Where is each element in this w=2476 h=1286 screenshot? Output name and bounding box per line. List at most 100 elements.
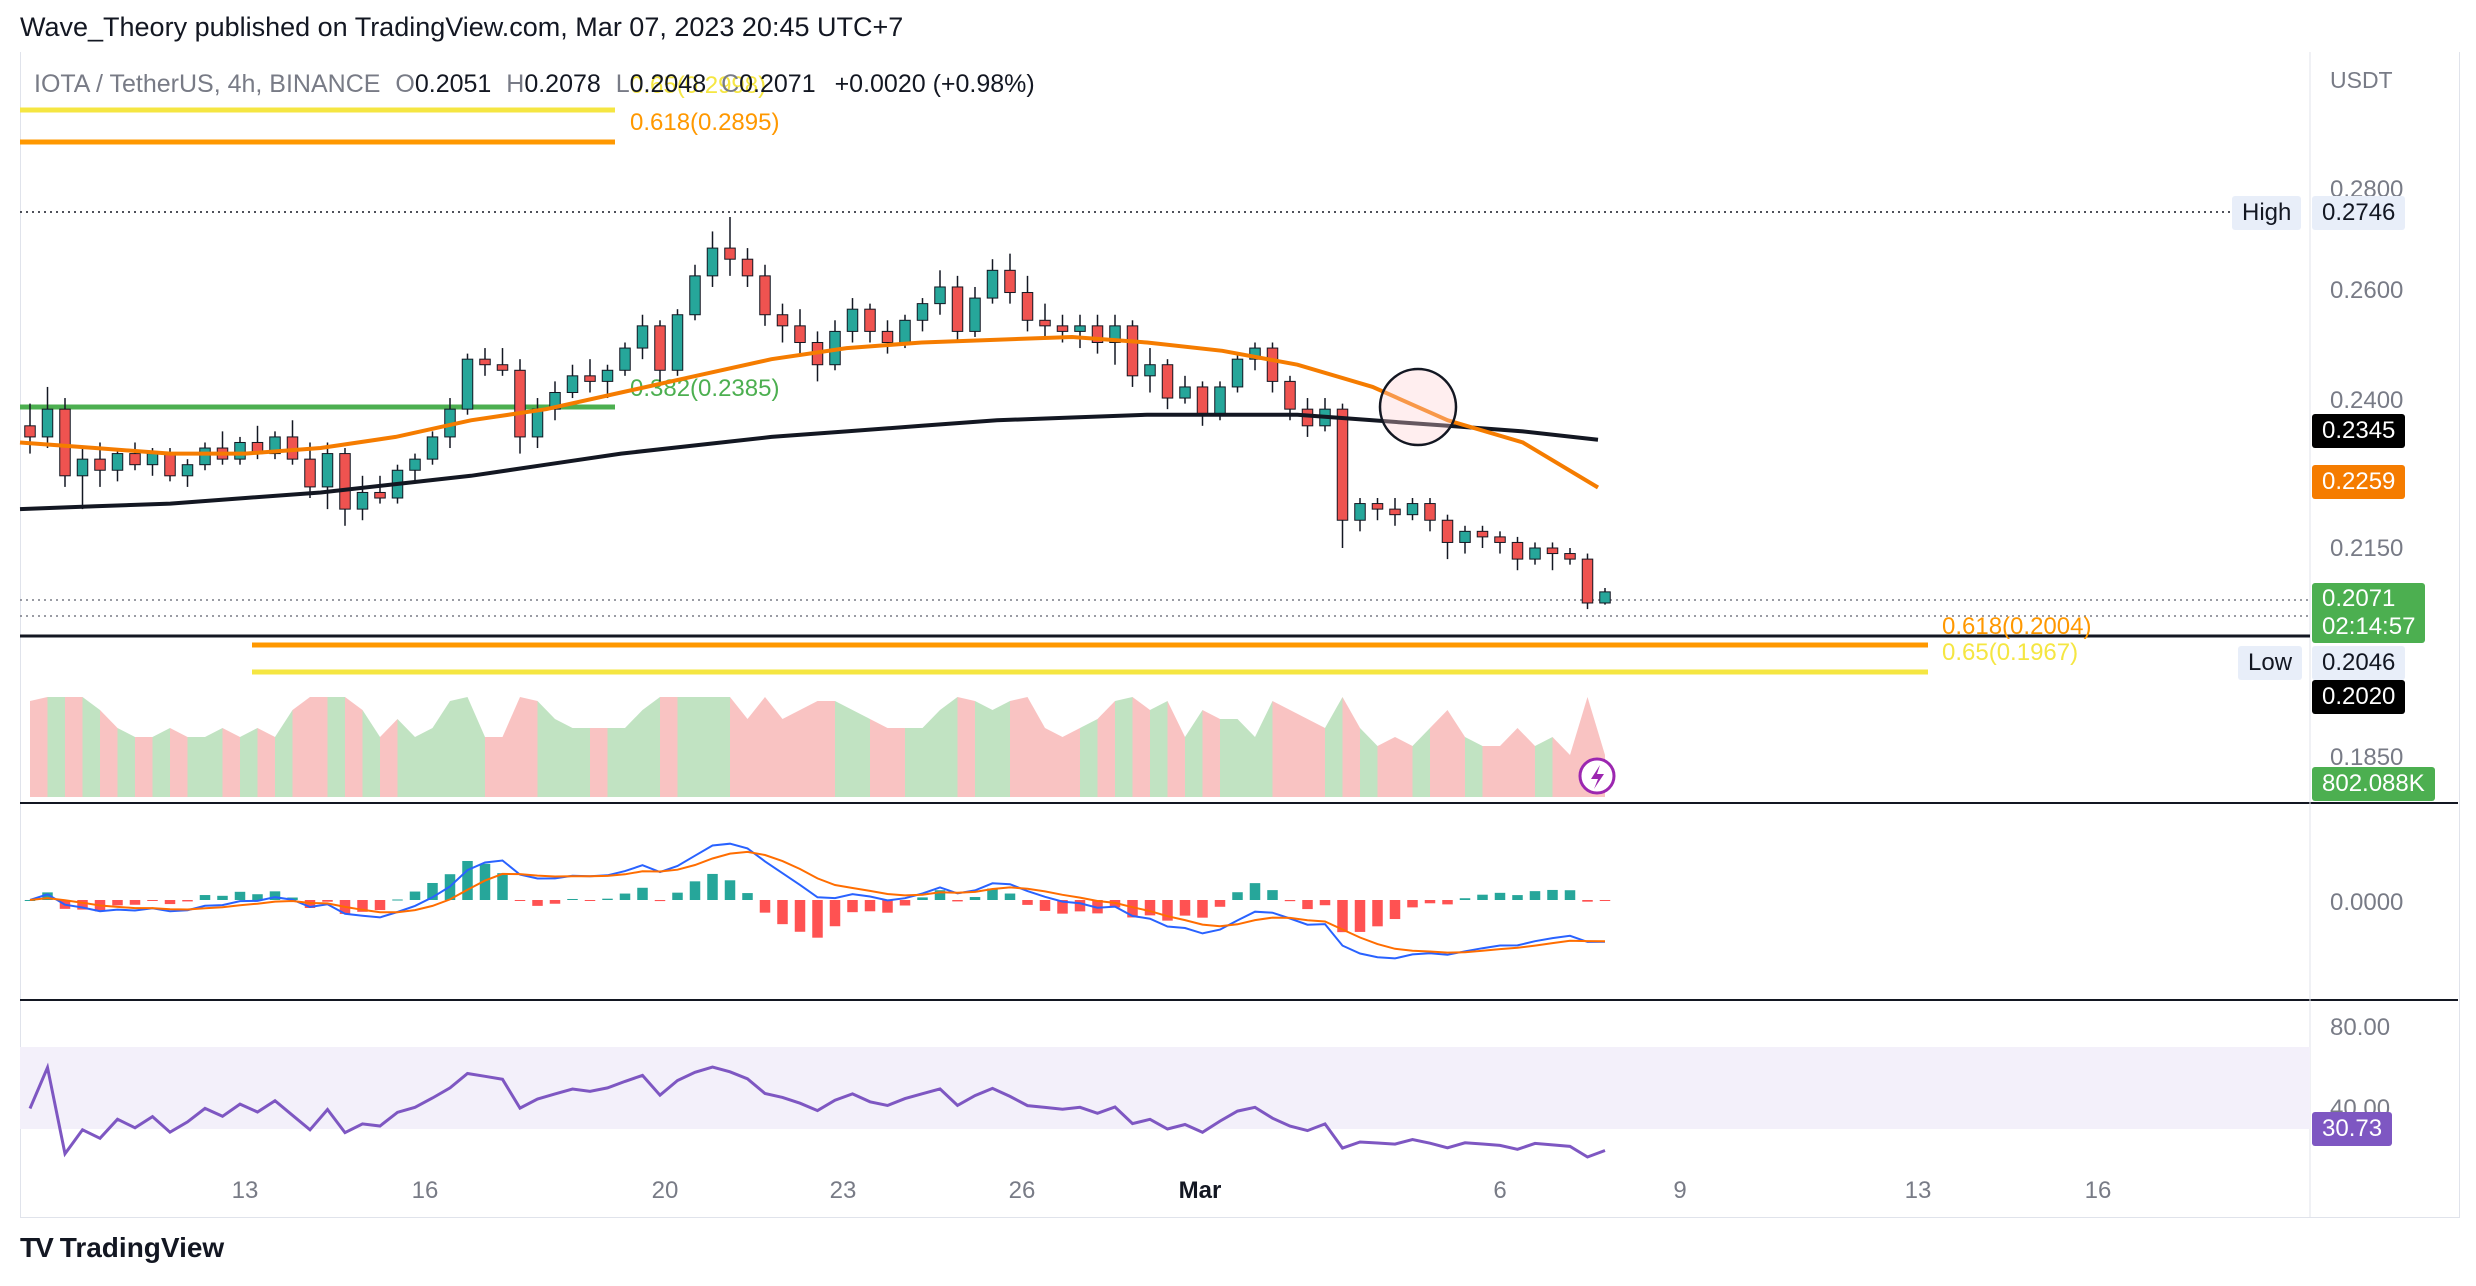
volume-segment	[1167, 701, 1185, 797]
macd-bar	[689, 881, 701, 900]
macd-bar	[1284, 900, 1296, 902]
volume-segment	[852, 710, 870, 797]
macd-bar	[742, 893, 753, 900]
candle	[129, 453, 141, 466]
volume-segment	[485, 737, 503, 797]
candle	[1476, 530, 1489, 538]
low-label-tag: Low	[2238, 646, 2303, 680]
volume-segment	[257, 728, 275, 797]
volume-segment	[1430, 710, 1448, 797]
change-value: +0.0020 (+0.98%)	[834, 70, 1035, 98]
candle	[111, 453, 124, 471]
macd-bar	[1477, 894, 1488, 900]
volume-segment	[1342, 697, 1360, 797]
candle	[1039, 319, 1051, 327]
volume-segment	[415, 728, 433, 797]
candle	[514, 369, 526, 438]
macd-bar	[567, 898, 578, 900]
macd-bar	[707, 873, 718, 900]
candle	[969, 297, 981, 332]
volume-segment	[1115, 697, 1133, 797]
time-tick: 6	[1493, 1177, 1506, 1204]
volume-tag: 802.088K	[2312, 767, 2435, 801]
macd-bar	[514, 900, 526, 901]
macd-bar	[1302, 900, 1313, 910]
price-tick: 0.2600	[2330, 277, 2403, 304]
rsi-band	[20, 1047, 2310, 1129]
macd-bar	[987, 888, 998, 900]
price-tick: 0.2150	[2330, 535, 2403, 562]
volume-segment	[835, 701, 853, 797]
candle	[59, 408, 71, 477]
macd-bar	[42, 892, 53, 900]
candle	[1459, 530, 1471, 543]
volume-segment	[1500, 728, 1518, 797]
macd-bar	[847, 900, 858, 913]
macd-bar	[269, 891, 281, 900]
last-price: 0.2071	[2322, 585, 2396, 612]
macd-bar	[1424, 900, 1436, 904]
volume-segment	[642, 697, 660, 797]
volume-segment	[765, 697, 783, 797]
macd-bar	[724, 880, 736, 900]
macd-bar	[1442, 900, 1453, 905]
candle	[234, 441, 246, 460]
macd-bar	[1249, 883, 1261, 900]
macd-bar	[654, 900, 666, 902]
volume-segment	[1412, 728, 1430, 797]
candle	[566, 375, 579, 393]
macd-zero-tick: 0.0000	[2330, 889, 2403, 916]
signal-line	[29, 850, 1606, 954]
macd-bar	[584, 900, 596, 901]
candle	[986, 269, 999, 299]
macd-bar	[1459, 898, 1471, 900]
candle	[934, 286, 946, 305]
tradingview-footer[interactable]: TV TradingView	[20, 1232, 224, 1264]
price-tick: 0.2400	[2330, 387, 2403, 414]
macd-bar	[532, 900, 543, 906]
candle	[1546, 547, 1559, 555]
time-tick: Mar	[1179, 1177, 1222, 1204]
candle	[1091, 325, 1104, 344]
macd-bar	[917, 897, 928, 900]
candle	[1441, 519, 1454, 543]
volume-segment	[870, 719, 888, 797]
candle	[671, 314, 684, 371]
volume-segment	[222, 728, 240, 797]
high-label-tag: High	[2232, 196, 2302, 230]
macd-bar	[1127, 900, 1138, 918]
macd-bar	[602, 898, 613, 900]
candle	[24, 425, 36, 438]
macd-bar	[1179, 900, 1191, 916]
candle	[76, 458, 89, 477]
volume-segment	[625, 710, 643, 797]
macd-bar	[899, 900, 911, 906]
candle	[1179, 386, 1191, 399]
candle	[1214, 386, 1226, 416]
volume-segment	[397, 719, 415, 797]
candle	[374, 491, 386, 499]
candle	[356, 491, 369, 510]
currency-label: USDT	[2330, 67, 2393, 93]
ema50-line	[19, 334, 1600, 490]
time-tick: 13	[1905, 1177, 1932, 1204]
candle	[899, 319, 911, 344]
macd-bar	[409, 891, 421, 900]
candle	[199, 447, 211, 466]
rsi-top-tick: 80.00	[2330, 1014, 2390, 1041]
macd-bar	[304, 900, 316, 909]
candle	[146, 453, 159, 466]
candle	[1109, 325, 1121, 344]
candle	[531, 408, 544, 438]
candle	[776, 314, 789, 327]
macd-bar	[1494, 892, 1506, 900]
candles-group	[24, 216, 1611, 610]
candle	[1161, 364, 1174, 399]
volume-segment	[520, 697, 538, 797]
support-tag: 0.2020	[2312, 680, 2406, 714]
volume-segment	[117, 728, 135, 797]
macd-bar	[1232, 892, 1243, 900]
candle	[1581, 558, 1594, 604]
volume-segment	[467, 697, 485, 797]
